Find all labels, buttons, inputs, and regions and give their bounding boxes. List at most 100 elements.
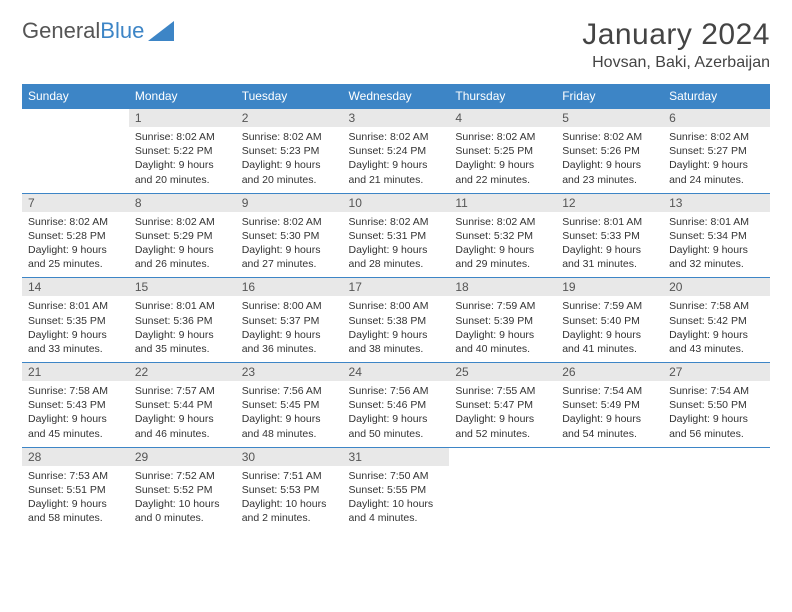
sunrise-text: Sunrise: 7:58 AM <box>28 384 123 398</box>
day-number-cell: 9 <box>236 193 343 212</box>
daylight-text: Daylight: 9 hours and 41 minutes. <box>562 328 657 356</box>
month-title: January 2024 <box>582 18 770 52</box>
sunset-text: Sunset: 5:38 PM <box>349 314 444 328</box>
day-info-cell: Sunrise: 8:02 AMSunset: 5:31 PMDaylight:… <box>343 212 450 278</box>
day-number-row: 21222324252627 <box>22 363 770 382</box>
sunrise-text: Sunrise: 8:02 AM <box>455 215 550 229</box>
day-info-cell: Sunrise: 7:56 AMSunset: 5:46 PMDaylight:… <box>343 381 450 447</box>
sunrise-text: Sunrise: 8:02 AM <box>28 215 123 229</box>
daylight-text: Daylight: 9 hours and 52 minutes. <box>455 412 550 440</box>
day-info-cell <box>556 466 663 532</box>
day-info-cell <box>663 466 770 532</box>
daylight-text: Daylight: 9 hours and 21 minutes. <box>349 158 444 186</box>
day-number-row: 78910111213 <box>22 193 770 212</box>
day-number-cell: 10 <box>343 193 450 212</box>
day-info-cell: Sunrise: 8:02 AMSunset: 5:24 PMDaylight:… <box>343 127 450 193</box>
weekday-header: Sunday <box>22 84 129 109</box>
sunrise-text: Sunrise: 8:02 AM <box>135 215 230 229</box>
day-number-cell: 24 <box>343 363 450 382</box>
sunset-text: Sunset: 5:31 PM <box>349 229 444 243</box>
sunset-text: Sunset: 5:34 PM <box>669 229 764 243</box>
day-info-cell: Sunrise: 8:02 AMSunset: 5:32 PMDaylight:… <box>449 212 556 278</box>
day-number-cell: 1 <box>129 109 236 128</box>
sunrise-text: Sunrise: 7:56 AM <box>349 384 444 398</box>
sunset-text: Sunset: 5:32 PM <box>455 229 550 243</box>
day-info-row: Sunrise: 8:01 AMSunset: 5:35 PMDaylight:… <box>22 296 770 362</box>
sunset-text: Sunset: 5:51 PM <box>28 483 123 497</box>
sunset-text: Sunset: 5:46 PM <box>349 398 444 412</box>
sunrise-text: Sunrise: 8:02 AM <box>349 130 444 144</box>
sunset-text: Sunset: 5:35 PM <box>28 314 123 328</box>
sunset-text: Sunset: 5:33 PM <box>562 229 657 243</box>
day-info-cell: Sunrise: 8:01 AMSunset: 5:35 PMDaylight:… <box>22 296 129 362</box>
sunset-text: Sunset: 5:40 PM <box>562 314 657 328</box>
day-info-row: Sunrise: 8:02 AMSunset: 5:22 PMDaylight:… <box>22 127 770 193</box>
logo-text-1: General <box>22 18 100 44</box>
sunset-text: Sunset: 5:27 PM <box>669 144 764 158</box>
day-info-cell: Sunrise: 8:01 AMSunset: 5:36 PMDaylight:… <box>129 296 236 362</box>
day-info-cell: Sunrise: 7:58 AMSunset: 5:43 PMDaylight:… <box>22 381 129 447</box>
weekday-header: Friday <box>556 84 663 109</box>
sunset-text: Sunset: 5:44 PM <box>135 398 230 412</box>
sunset-text: Sunset: 5:45 PM <box>242 398 337 412</box>
sunset-text: Sunset: 5:26 PM <box>562 144 657 158</box>
day-info-row: Sunrise: 7:53 AMSunset: 5:51 PMDaylight:… <box>22 466 770 532</box>
daylight-text: Daylight: 9 hours and 27 minutes. <box>242 243 337 271</box>
day-number-cell: 26 <box>556 363 663 382</box>
day-number-cell: 6 <box>663 109 770 128</box>
sunrise-text: Sunrise: 7:50 AM <box>349 469 444 483</box>
day-number-cell: 21 <box>22 363 129 382</box>
daylight-text: Daylight: 9 hours and 58 minutes. <box>28 497 123 525</box>
day-number-cell <box>22 109 129 128</box>
day-number-cell: 8 <box>129 193 236 212</box>
sunrise-text: Sunrise: 7:59 AM <box>562 299 657 313</box>
sunrise-text: Sunrise: 8:02 AM <box>455 130 550 144</box>
day-number-row: 14151617181920 <box>22 278 770 297</box>
daylight-text: Daylight: 10 hours and 0 minutes. <box>135 497 230 525</box>
sunset-text: Sunset: 5:36 PM <box>135 314 230 328</box>
day-info-cell: Sunrise: 8:01 AMSunset: 5:33 PMDaylight:… <box>556 212 663 278</box>
weekday-header: Monday <box>129 84 236 109</box>
day-number-cell: 31 <box>343 447 450 466</box>
day-number-cell: 14 <box>22 278 129 297</box>
day-info-cell: Sunrise: 8:02 AMSunset: 5:30 PMDaylight:… <box>236 212 343 278</box>
day-number-cell <box>663 447 770 466</box>
sunset-text: Sunset: 5:23 PM <box>242 144 337 158</box>
weekday-header-row: SundayMondayTuesdayWednesdayThursdayFrid… <box>22 84 770 109</box>
day-number-cell: 12 <box>556 193 663 212</box>
daylight-text: Daylight: 9 hours and 46 minutes. <box>135 412 230 440</box>
day-number-cell: 7 <box>22 193 129 212</box>
sunrise-text: Sunrise: 8:02 AM <box>669 130 764 144</box>
daylight-text: Daylight: 9 hours and 54 minutes. <box>562 412 657 440</box>
day-info-cell: Sunrise: 8:02 AMSunset: 5:26 PMDaylight:… <box>556 127 663 193</box>
daylight-text: Daylight: 9 hours and 45 minutes. <box>28 412 123 440</box>
sunrise-text: Sunrise: 8:02 AM <box>242 215 337 229</box>
day-number-cell: 15 <box>129 278 236 297</box>
daylight-text: Daylight: 9 hours and 43 minutes. <box>669 328 764 356</box>
daylight-text: Daylight: 9 hours and 48 minutes. <box>242 412 337 440</box>
daylight-text: Daylight: 9 hours and 23 minutes. <box>562 158 657 186</box>
day-number-cell: 22 <box>129 363 236 382</box>
sunset-text: Sunset: 5:28 PM <box>28 229 123 243</box>
day-number-cell: 16 <box>236 278 343 297</box>
day-number-cell: 2 <box>236 109 343 128</box>
day-info-cell: Sunrise: 7:52 AMSunset: 5:52 PMDaylight:… <box>129 466 236 532</box>
day-number-cell: 13 <box>663 193 770 212</box>
day-number-cell: 4 <box>449 109 556 128</box>
day-info-cell: Sunrise: 7:55 AMSunset: 5:47 PMDaylight:… <box>449 381 556 447</box>
sunrise-text: Sunrise: 7:54 AM <box>669 384 764 398</box>
sunset-text: Sunset: 5:24 PM <box>349 144 444 158</box>
weekday-header: Wednesday <box>343 84 450 109</box>
logo-triangle-icon <box>148 21 174 41</box>
day-info-cell: Sunrise: 8:02 AMSunset: 5:25 PMDaylight:… <box>449 127 556 193</box>
daylight-text: Daylight: 9 hours and 56 minutes. <box>669 412 764 440</box>
day-number-cell: 11 <box>449 193 556 212</box>
sunrise-text: Sunrise: 7:52 AM <box>135 469 230 483</box>
sunrise-text: Sunrise: 8:02 AM <box>562 130 657 144</box>
daylight-text: Daylight: 10 hours and 4 minutes. <box>349 497 444 525</box>
sunrise-text: Sunrise: 8:01 AM <box>669 215 764 229</box>
day-number-row: 28293031 <box>22 447 770 466</box>
day-info-cell: Sunrise: 7:54 AMSunset: 5:50 PMDaylight:… <box>663 381 770 447</box>
sunset-text: Sunset: 5:52 PM <box>135 483 230 497</box>
sunset-text: Sunset: 5:25 PM <box>455 144 550 158</box>
